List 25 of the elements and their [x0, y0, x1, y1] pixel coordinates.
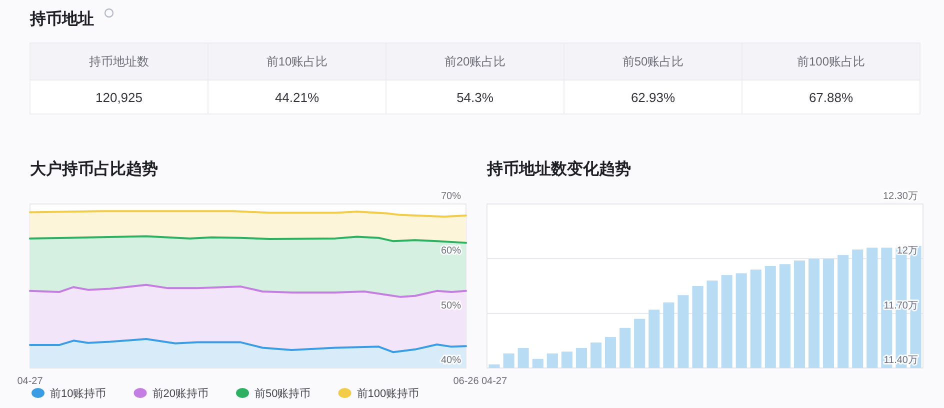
legend-label: 前10账持币	[50, 387, 106, 400]
y-tick-label: 70%	[440, 191, 462, 202]
x-tick-label: 04-27	[17, 376, 44, 387]
x-tick-label: 04-27	[481, 376, 508, 387]
y-tick-label: 50%	[440, 300, 462, 312]
chart-title: 大户持币占比趋势	[30, 160, 158, 178]
chart-title: 持币地址数变化趋势	[486, 160, 631, 178]
text: 67.88%	[808, 90, 854, 105]
legend-label: 前50账持币	[254, 387, 311, 400]
text: 62.93%	[630, 90, 676, 105]
x-tick-label: 06-26	[453, 376, 480, 387]
y-tick-label: 12.30万	[882, 191, 918, 202]
y-tick-label: 60%	[440, 246, 462, 257]
text: 持币地址	[29, 10, 94, 28]
category-label: 前100账占比	[796, 54, 866, 68]
text: 54.3%	[456, 90, 494, 105]
y-tick-label: 40%	[440, 355, 462, 366]
category-label: 前50账占比	[622, 54, 684, 68]
text: 44.21%	[274, 90, 320, 105]
category-label: 前20账占比	[444, 54, 506, 68]
legend-label: 前20账持币	[152, 387, 208, 400]
text: 120,925	[96, 90, 142, 105]
category-label: 前10账占比	[266, 54, 328, 68]
legend-label: 前100账持币	[356, 387, 420, 400]
category-label: 持币地址数	[89, 54, 149, 68]
